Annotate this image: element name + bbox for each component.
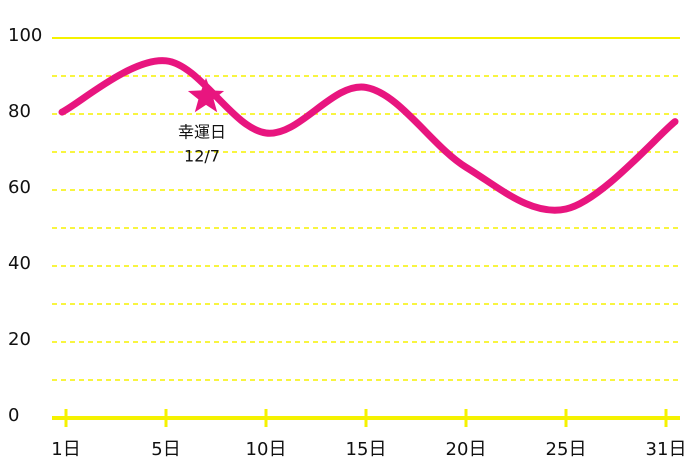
x-tick-label: 10日 [246, 439, 287, 460]
x-tick-label: 25日 [546, 439, 587, 460]
y-tick-label: 100 [8, 25, 42, 46]
y-tick-label: 0 [8, 405, 19, 426]
x-tick-label: 20日 [446, 439, 487, 460]
x-tick-label: 15日 [346, 439, 387, 460]
star-marker [187, 77, 225, 113]
x-tick-label: 1日 [51, 439, 80, 460]
line [58, 57, 679, 214]
y-tick-label: 80 [8, 101, 31, 122]
x-tick-label: 5日 [151, 439, 180, 460]
y-tick-label: 60 [8, 177, 31, 198]
annotation-text: 幸運日 [178, 122, 226, 141]
x-tick-label: 31日 [646, 439, 687, 460]
y-tick-label: 20 [8, 329, 31, 350]
y-tick-label: 40 [8, 253, 31, 274]
annotation-date: 12/7 [184, 146, 220, 165]
